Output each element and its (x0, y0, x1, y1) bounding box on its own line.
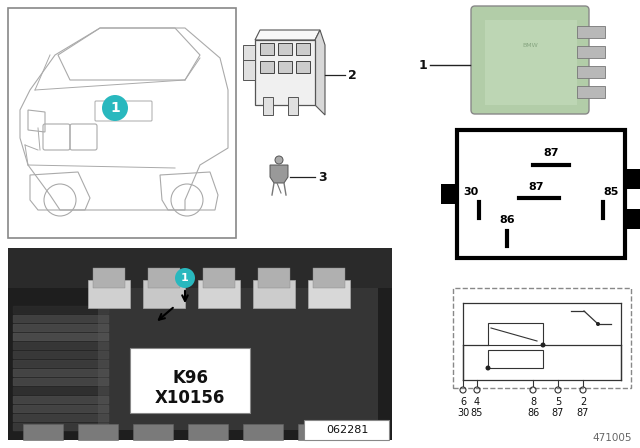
Bar (485, 20, 577, 105)
Bar (243, 60, 255, 80)
Bar (313, 268, 345, 288)
Bar (263, 97, 273, 115)
Bar (188, 424, 228, 440)
Circle shape (275, 156, 283, 164)
Text: 062281: 062281 (326, 425, 368, 435)
Bar (133, 424, 173, 440)
Bar (203, 268, 235, 288)
Bar (130, 348, 250, 413)
FancyBboxPatch shape (471, 6, 589, 114)
Bar (488, 323, 543, 345)
Circle shape (486, 366, 490, 370)
Text: 2: 2 (348, 69, 356, 82)
Bar (8, 248, 392, 440)
Text: 30: 30 (463, 187, 478, 197)
Bar (457, 130, 625, 258)
Bar (278, 43, 292, 55)
Text: K96: K96 (172, 369, 208, 387)
Bar (8, 8, 236, 238)
Bar (243, 45, 255, 60)
Bar (577, 66, 605, 78)
Text: 4: 4 (474, 397, 480, 407)
Text: 87: 87 (528, 182, 544, 192)
Text: 87: 87 (543, 148, 559, 158)
Text: BMW: BMW (522, 43, 538, 47)
Text: 8: 8 (530, 397, 536, 407)
Text: 30: 30 (457, 408, 469, 418)
Bar (577, 26, 605, 38)
Circle shape (102, 95, 128, 121)
Bar (258, 268, 290, 288)
Polygon shape (255, 30, 320, 40)
Bar (253, 280, 295, 308)
Bar (441, 184, 457, 204)
Bar (288, 97, 298, 115)
Polygon shape (315, 30, 325, 115)
Text: 87: 87 (577, 408, 589, 418)
Bar (88, 280, 130, 308)
Bar (625, 209, 640, 229)
Circle shape (175, 268, 195, 288)
Bar (93, 268, 125, 288)
Text: 2: 2 (580, 397, 586, 407)
Text: 85: 85 (471, 408, 483, 418)
Bar (577, 46, 605, 58)
Bar (98, 288, 378, 430)
Bar (488, 350, 543, 368)
Bar (296, 61, 310, 73)
Text: 1: 1 (181, 273, 189, 283)
Text: 87: 87 (552, 408, 564, 418)
Bar (298, 424, 338, 440)
Bar (148, 268, 180, 288)
Circle shape (541, 343, 545, 348)
Bar (198, 280, 240, 308)
Bar (296, 43, 310, 55)
Bar (625, 169, 640, 189)
Bar (8, 248, 392, 288)
Text: 86: 86 (499, 215, 515, 225)
Bar (143, 280, 185, 308)
Bar (78, 424, 118, 440)
Text: 1: 1 (419, 59, 427, 72)
Polygon shape (255, 40, 315, 105)
Text: 85: 85 (604, 187, 619, 197)
Bar (278, 61, 292, 73)
Circle shape (596, 322, 600, 326)
Bar (577, 86, 605, 98)
Bar (23, 424, 63, 440)
Text: 3: 3 (318, 171, 326, 184)
Bar (243, 424, 283, 440)
Polygon shape (270, 165, 288, 183)
Text: 5: 5 (555, 397, 561, 407)
Text: X10156: X10156 (155, 389, 225, 407)
Text: 471005: 471005 (593, 433, 632, 443)
Text: 6: 6 (460, 397, 466, 407)
Bar (260, 43, 274, 55)
Bar (453, 288, 631, 388)
Bar (304, 420, 389, 440)
Text: 86: 86 (527, 408, 539, 418)
Bar (308, 280, 350, 308)
Text: 1: 1 (110, 101, 120, 115)
Bar (260, 61, 274, 73)
